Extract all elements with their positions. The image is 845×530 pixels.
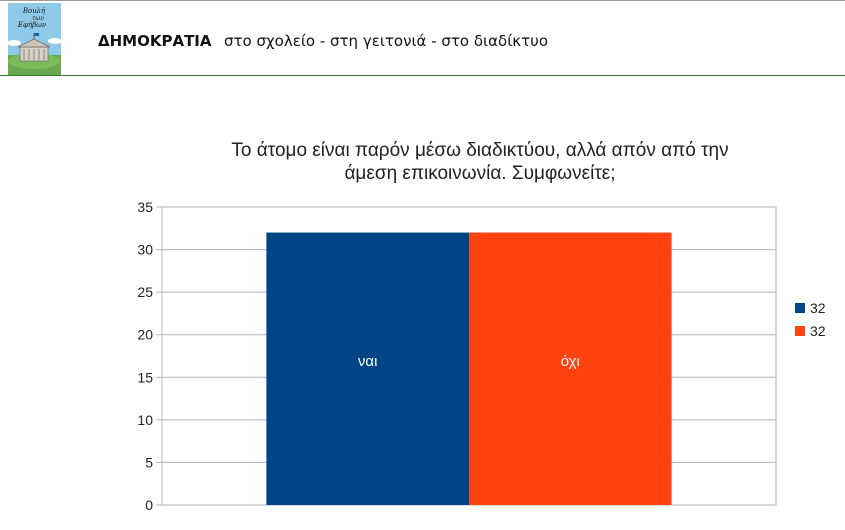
svg-text:Εφήβων: Εφήβων [17, 21, 47, 29]
brand-title: ΔΗΜΟΚΡΑΤΙΑ [98, 32, 212, 50]
bar [469, 232, 672, 506]
bar [266, 232, 469, 506]
bar-label: όχι [561, 353, 580, 370]
y-tick-label: 20 [137, 327, 153, 343]
y-tick-label: 35 [137, 199, 153, 215]
y-tick-label: 10 [137, 412, 153, 428]
tagline: στο σχολείο - στη γειτονιά - στο διαδίκτ… [224, 32, 548, 50]
y-tick-label: 5 [145, 454, 153, 470]
page-header: Βουλή των Εφήβων ΔΗΜΟΚΡΑΤΙΑ στο σχολείο … [0, 0, 845, 76]
svg-text:Βουλή: Βουλή [22, 7, 46, 15]
y-tick-label: 25 [137, 284, 153, 300]
bar-label: ναι [358, 353, 378, 370]
chart-title-line-1: Το άτομο είναι παρόν μέσω διαδικτύου, αλ… [231, 140, 729, 161]
chart-title: Το άτομο είναι παρόν μέσω διαδικτύου, αλ… [180, 139, 780, 185]
logo-icon[interactable]: Βουλή των Εφήβων [8, 3, 61, 75]
y-tick-label: 15 [137, 369, 153, 385]
chart-title-line-2: άμεση επικοινωνία. Συμφωνείτε; [344, 163, 616, 184]
svg-text:των: των [32, 15, 44, 22]
y-tick-label: 0 [145, 497, 153, 513]
y-tick-label: 30 [137, 242, 153, 258]
legend-swatch [795, 303, 805, 313]
legend-label: 32 [810, 300, 826, 316]
legend-label: 32 [810, 323, 826, 339]
legend-swatch [795, 326, 805, 336]
